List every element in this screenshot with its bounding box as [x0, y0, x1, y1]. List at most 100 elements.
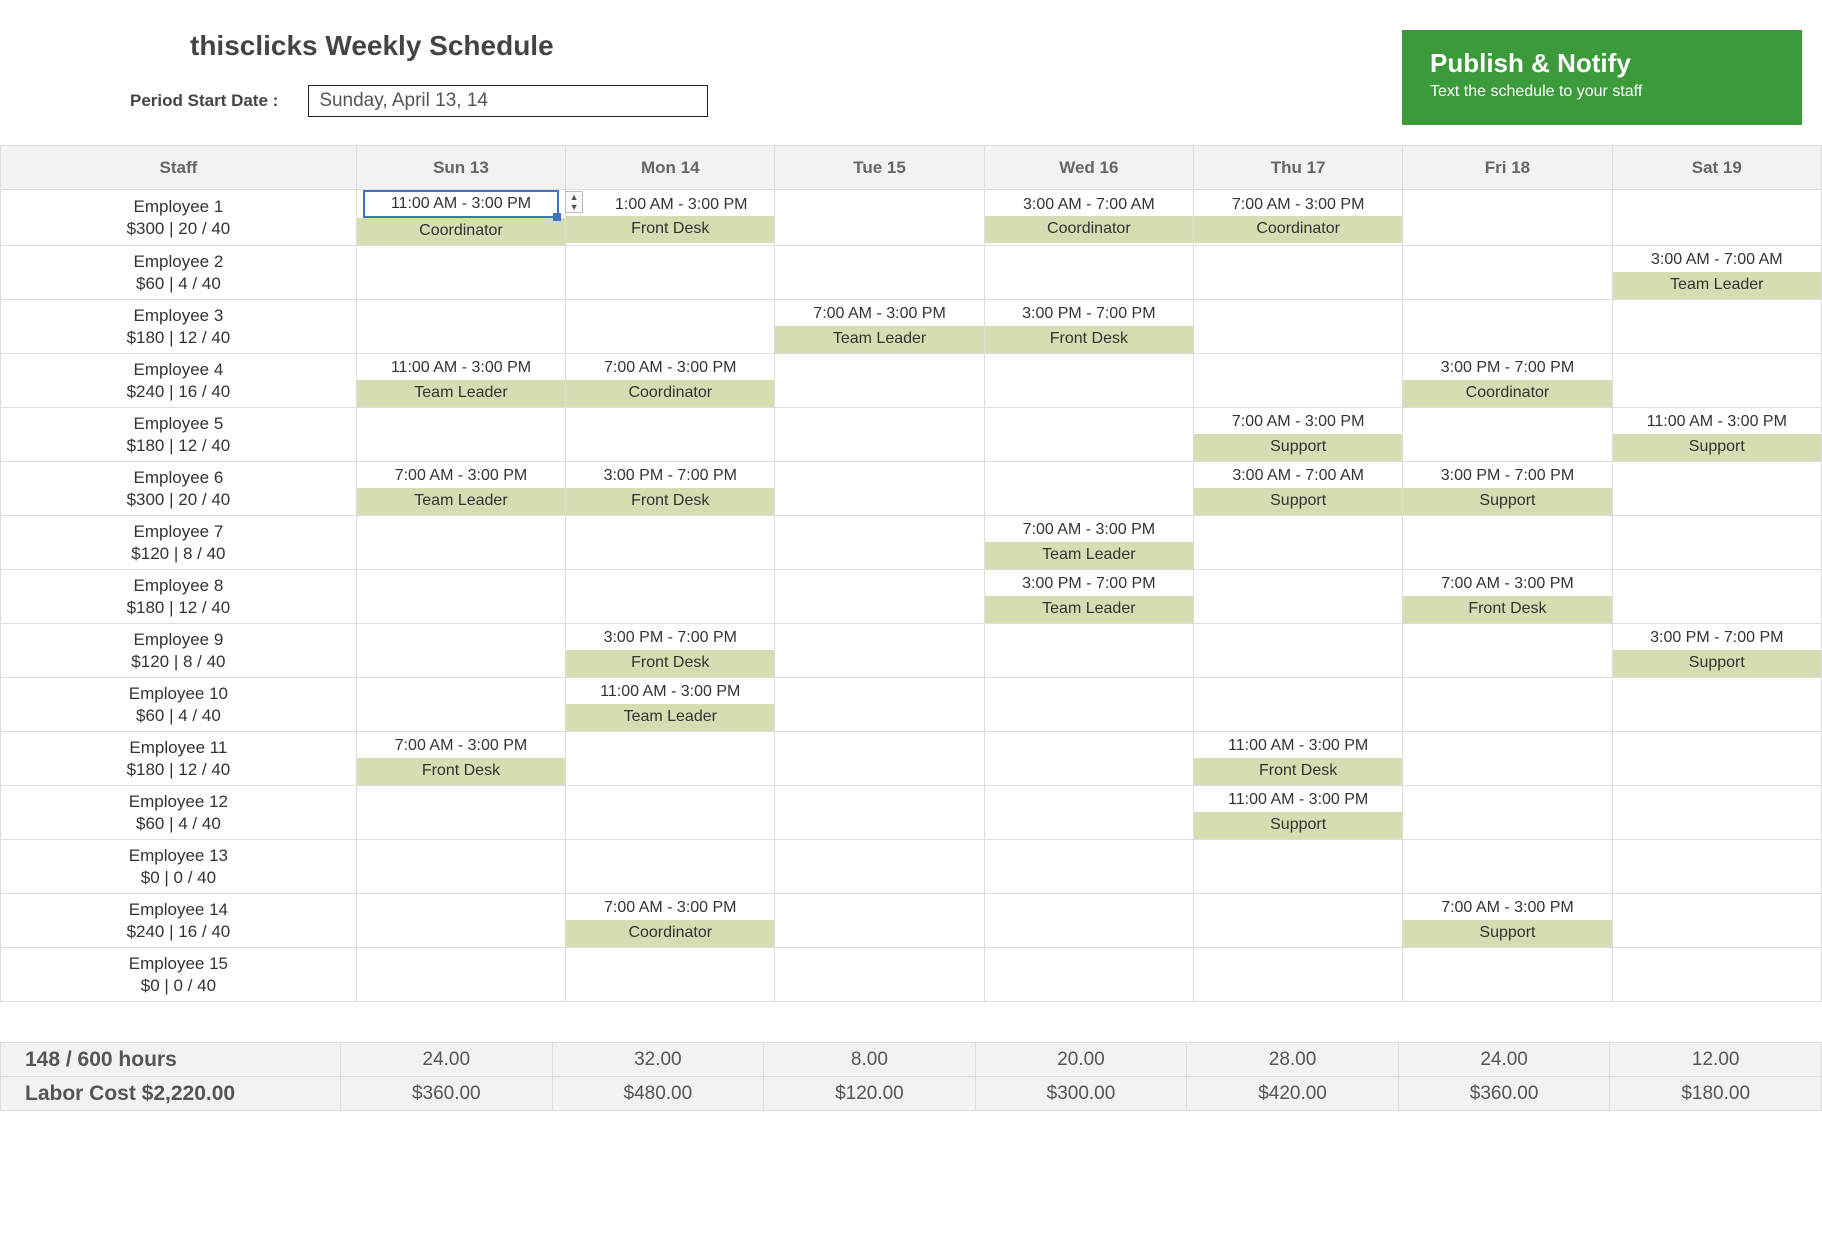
schedule-cell[interactable]: [1612, 840, 1821, 894]
schedule-cell[interactable]: 3:00 PM - 7:00 PMFront Desk: [566, 624, 775, 678]
schedule-cell[interactable]: [984, 354, 1193, 408]
schedule-cell[interactable]: [775, 462, 984, 516]
schedule-cell[interactable]: [775, 354, 984, 408]
schedule-cell[interactable]: [1194, 948, 1403, 1002]
schedule-cell[interactable]: 11:00 AM - 3:00 PMTeam Leader: [356, 354, 565, 408]
schedule-cell[interactable]: [1403, 786, 1612, 840]
schedule-cell[interactable]: [566, 786, 775, 840]
schedule-cell[interactable]: [356, 624, 565, 678]
schedule-cell[interactable]: [1612, 678, 1821, 732]
schedule-cell[interactable]: [566, 408, 775, 462]
schedule-cell[interactable]: 3:00 AM - 7:00 AMTeam Leader: [1612, 246, 1821, 300]
employee-cell[interactable]: Employee 9$120 | 8 / 40: [1, 624, 357, 678]
schedule-cell[interactable]: 3:00 AM - 7:00 AMSupport: [1194, 462, 1403, 516]
employee-cell[interactable]: Employee 2$60 | 4 / 40: [1, 246, 357, 300]
schedule-cell[interactable]: [356, 570, 565, 624]
schedule-cell[interactable]: [1612, 786, 1821, 840]
schedule-cell[interactable]: [1612, 462, 1821, 516]
schedule-cell[interactable]: [984, 624, 1193, 678]
schedule-cell[interactable]: [1612, 300, 1821, 354]
schedule-cell[interactable]: [566, 300, 775, 354]
schedule-cell[interactable]: [775, 894, 984, 948]
schedule-cell[interactable]: [984, 948, 1193, 1002]
schedule-cell[interactable]: [356, 678, 565, 732]
schedule-cell[interactable]: [775, 624, 984, 678]
schedule-cell[interactable]: [1612, 894, 1821, 948]
schedule-cell[interactable]: 3:00 PM - 7:00 PMSupport: [1403, 462, 1612, 516]
schedule-cell[interactable]: [984, 408, 1193, 462]
schedule-cell[interactable]: [775, 732, 984, 786]
schedule-cell[interactable]: [566, 840, 775, 894]
schedule-cell[interactable]: 3:00 PM - 7:00 PMSupport: [1612, 624, 1821, 678]
schedule-cell[interactable]: [1194, 246, 1403, 300]
schedule-cell[interactable]: [1403, 678, 1612, 732]
period-start-date-input[interactable]: Sunday, April 13, 14: [308, 85, 708, 117]
schedule-cell[interactable]: [775, 246, 984, 300]
schedule-cell[interactable]: [1194, 840, 1403, 894]
schedule-cell[interactable]: [984, 246, 1193, 300]
schedule-cell[interactable]: [1403, 732, 1612, 786]
employee-cell[interactable]: Employee 1$300 | 20 / 40: [1, 190, 357, 246]
schedule-cell[interactable]: [775, 570, 984, 624]
schedule-cell[interactable]: [775, 786, 984, 840]
stepper-up-icon[interactable]: ▲: [566, 192, 582, 202]
schedule-cell[interactable]: 7:00 AM - 3:00 PMCoordinator: [1194, 190, 1403, 246]
employee-cell[interactable]: Employee 10$60 | 4 / 40: [1, 678, 357, 732]
employee-cell[interactable]: Employee 3$180 | 12 / 40: [1, 300, 357, 354]
employee-cell[interactable]: Employee 14$240 | 16 / 40: [1, 894, 357, 948]
schedule-cell[interactable]: 7:00 AM - 3:00 PMTeam Leader: [984, 516, 1193, 570]
schedule-cell[interactable]: 7:00 AM - 3:00 PMFront Desk: [1403, 570, 1612, 624]
schedule-cell[interactable]: [356, 786, 565, 840]
schedule-cell[interactable]: 7:00 AM - 3:00 PMFront Desk: [356, 732, 565, 786]
schedule-cell[interactable]: [356, 894, 565, 948]
schedule-cell[interactable]: [984, 840, 1193, 894]
schedule-cell[interactable]: [356, 246, 565, 300]
schedule-cell[interactable]: [1403, 840, 1612, 894]
schedule-cell[interactable]: [1612, 354, 1821, 408]
schedule-cell[interactable]: 3:00 PM - 7:00 PMCoordinator: [1403, 354, 1612, 408]
schedule-cell[interactable]: [1403, 624, 1612, 678]
schedule-cell[interactable]: [984, 678, 1193, 732]
schedule-cell[interactable]: [775, 678, 984, 732]
employee-cell[interactable]: Employee 6$300 | 20 / 40: [1, 462, 357, 516]
schedule-cell[interactable]: 7:00 AM - 3:00 PMSupport: [1194, 408, 1403, 462]
schedule-cell[interactable]: 11:00 AM - 3:00 PMFront Desk: [1194, 732, 1403, 786]
schedule-cell[interactable]: [1612, 570, 1821, 624]
schedule-cell[interactable]: [1612, 732, 1821, 786]
employee-cell[interactable]: Employee 13$0 | 0 / 40: [1, 840, 357, 894]
schedule-cell[interactable]: [984, 786, 1193, 840]
schedule-cell[interactable]: 11:00 AM - 3:00 PMSupport: [1612, 408, 1821, 462]
schedule-cell[interactable]: 3:00 AM - 7:00 AMCoordinator: [984, 190, 1193, 246]
schedule-cell[interactable]: [1403, 516, 1612, 570]
schedule-cell[interactable]: [984, 462, 1193, 516]
schedule-cell[interactable]: 7:00 AM - 3:00 PMCoordinator: [566, 894, 775, 948]
schedule-cell[interactable]: 7:00 AM - 3:00 PMCoordinator: [566, 354, 775, 408]
schedule-cell[interactable]: [1194, 354, 1403, 408]
employee-cell[interactable]: Employee 5$180 | 12 / 40: [1, 408, 357, 462]
schedule-cell[interactable]: [775, 408, 984, 462]
schedule-cell[interactable]: [566, 732, 775, 786]
publish-notify-button[interactable]: Publish & Notify Text the schedule to yo…: [1402, 30, 1802, 125]
schedule-cell[interactable]: 7:00 AM - 3:00 PMSupport: [1403, 894, 1612, 948]
employee-cell[interactable]: Employee 11$180 | 12 / 40: [1, 732, 357, 786]
schedule-cell[interactable]: [775, 840, 984, 894]
schedule-cell[interactable]: [1403, 246, 1612, 300]
schedule-cell[interactable]: 7:00 AM - 3:00 PMTeam Leader: [356, 462, 565, 516]
schedule-cell[interactable]: 3:00 PM - 7:00 PMFront Desk: [566, 462, 775, 516]
schedule-cell[interactable]: 11:00 AM - 3:00 PMTeam Leader: [566, 678, 775, 732]
schedule-cell[interactable]: [1194, 570, 1403, 624]
schedule-cell[interactable]: [1403, 948, 1612, 1002]
schedule-cell[interactable]: [1403, 408, 1612, 462]
schedule-cell[interactable]: [1403, 300, 1612, 354]
schedule-cell[interactable]: [566, 246, 775, 300]
schedule-cell[interactable]: 11:00 AM - 3:00 PMSupport: [1194, 786, 1403, 840]
schedule-cell[interactable]: 11:00 AM - 3:00 PMCoordinator: [356, 190, 565, 246]
schedule-cell[interactable]: [1194, 624, 1403, 678]
schedule-cell[interactable]: [775, 190, 984, 246]
schedule-cell[interactable]: [356, 300, 565, 354]
schedule-cell[interactable]: [356, 840, 565, 894]
schedule-cell[interactable]: [1194, 516, 1403, 570]
schedule-cell[interactable]: [984, 894, 1193, 948]
employee-cell[interactable]: Employee 12$60 | 4 / 40: [1, 786, 357, 840]
schedule-cell[interactable]: 3:00 PM - 7:00 PMTeam Leader: [984, 570, 1193, 624]
